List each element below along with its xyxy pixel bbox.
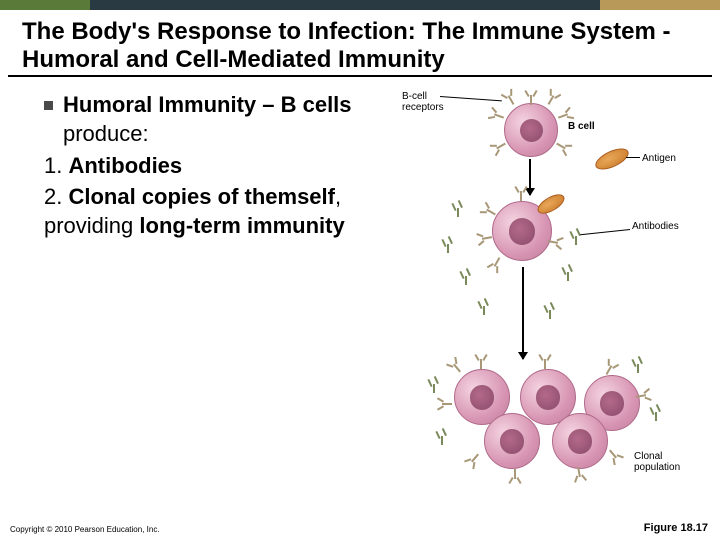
- arrow-icon: [529, 159, 531, 195]
- pointer-line: [440, 96, 502, 101]
- top-accent-bar: [0, 0, 720, 10]
- label-antigen: Antigen: [642, 153, 676, 164]
- antigen-shape: [592, 144, 631, 174]
- label-bcell: B cell: [568, 121, 595, 132]
- numbered-item-1: 1. Antibodies: [44, 152, 394, 181]
- label-clonal: Clonal population: [634, 451, 680, 473]
- figure-diagram: B-cell receptors B cell Antigen Antibodi…: [394, 91, 706, 471]
- label-antibodies: Antibodies: [632, 221, 679, 232]
- copyright-text: Copyright © 2010 Pearson Education, Inc.: [10, 525, 160, 534]
- numbered-item-2: 2. Clonal copies of themself, providing …: [44, 183, 394, 240]
- text-column: Humoral Immunity – B cells produce: 1. A…: [14, 91, 394, 471]
- arrow-icon: [522, 267, 524, 359]
- bullet-lead: Humoral Immunity – B cells: [63, 92, 352, 117]
- page-title: The Body's Response to Infection: The Im…: [8, 10, 712, 77]
- bcell-clone: [484, 413, 540, 469]
- label-bcell-receptors: B-cell receptors: [402, 91, 444, 113]
- bcell-top: [504, 103, 558, 157]
- antibody-shape: [452, 203, 464, 217]
- square-bullet-icon: [44, 101, 53, 110]
- bullet-item: Humoral Immunity – B cells produce:: [44, 91, 394, 148]
- bcell-clone: [552, 413, 608, 469]
- pointer-line: [580, 229, 630, 235]
- bullet-trail: produce:: [63, 121, 149, 146]
- content-area: Humoral Immunity – B cells produce: 1. A…: [0, 91, 720, 471]
- pointer-line: [626, 157, 640, 158]
- figure-number: Figure 18.17: [644, 522, 708, 534]
